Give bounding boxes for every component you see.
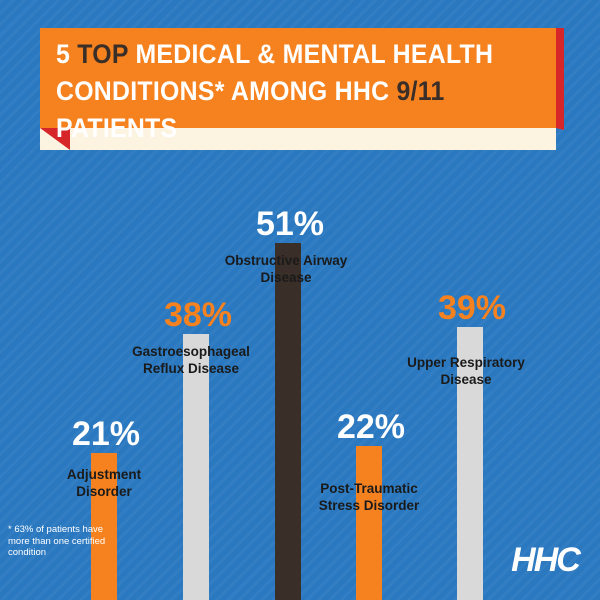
title-line2-part-0: CONDITIONS* AMONG HHC (56, 76, 397, 106)
banner-title: 5 TOP MEDICAL & MENTAL HEALTH CONDITIONS… (56, 36, 516, 147)
title-line2-part-1: 9/11 (396, 76, 445, 106)
category-label-4-line-0: Upper Respiratory (407, 355, 525, 370)
bar-4 (457, 327, 483, 600)
value-label-0: 21% (72, 415, 140, 453)
value-label-2: 51% (256, 205, 324, 243)
title-line1-part-2: MEDICAL & MENTAL HEALTH (128, 39, 494, 69)
title-line1-part-0: 5 (56, 39, 78, 69)
bar-1 (183, 334, 209, 600)
category-label-3-line-0: Post-Traumatic (320, 481, 418, 496)
bar-2 (275, 243, 301, 600)
footnote: * 63% of patients have more than one cer… (8, 524, 106, 558)
category-label-0-line-0: Adjustment (67, 467, 142, 482)
category-label-2-line-1: Disease (260, 270, 312, 285)
title-line2-part-2: PATIENTS (56, 113, 178, 143)
value-label-1: 38% (164, 296, 232, 334)
banner-title-line1: 5 TOP MEDICAL & MENTAL HEALTH (56, 36, 516, 73)
category-label-3-line-1: Stress Disorder (319, 498, 420, 513)
banner-fold-right (556, 28, 564, 130)
value-label-3: 22% (337, 408, 405, 446)
category-label-1-line-0: Gastroesophageal (132, 344, 250, 359)
hhc-logo: HHC (511, 541, 581, 579)
bar-0 (91, 453, 117, 600)
category-label-0-line-1: Disorder (76, 484, 132, 499)
banner-fold-left (40, 128, 70, 150)
banner-body (40, 28, 556, 128)
bar-3 (356, 446, 382, 600)
banner-ribbon (40, 128, 556, 150)
category-label-2-line-0: Obstructive Airway (225, 253, 348, 268)
title-banner (40, 28, 564, 150)
value-label-4: 39% (438, 289, 506, 327)
category-label-4-line-1: Disease (440, 372, 492, 387)
banner-title-line2: CONDITIONS* AMONG HHC 9/11 PATIENTS (56, 73, 516, 147)
title-line1-part-1: TOP (77, 39, 129, 69)
category-label-1-line-1: Reflux Disease (143, 361, 240, 376)
